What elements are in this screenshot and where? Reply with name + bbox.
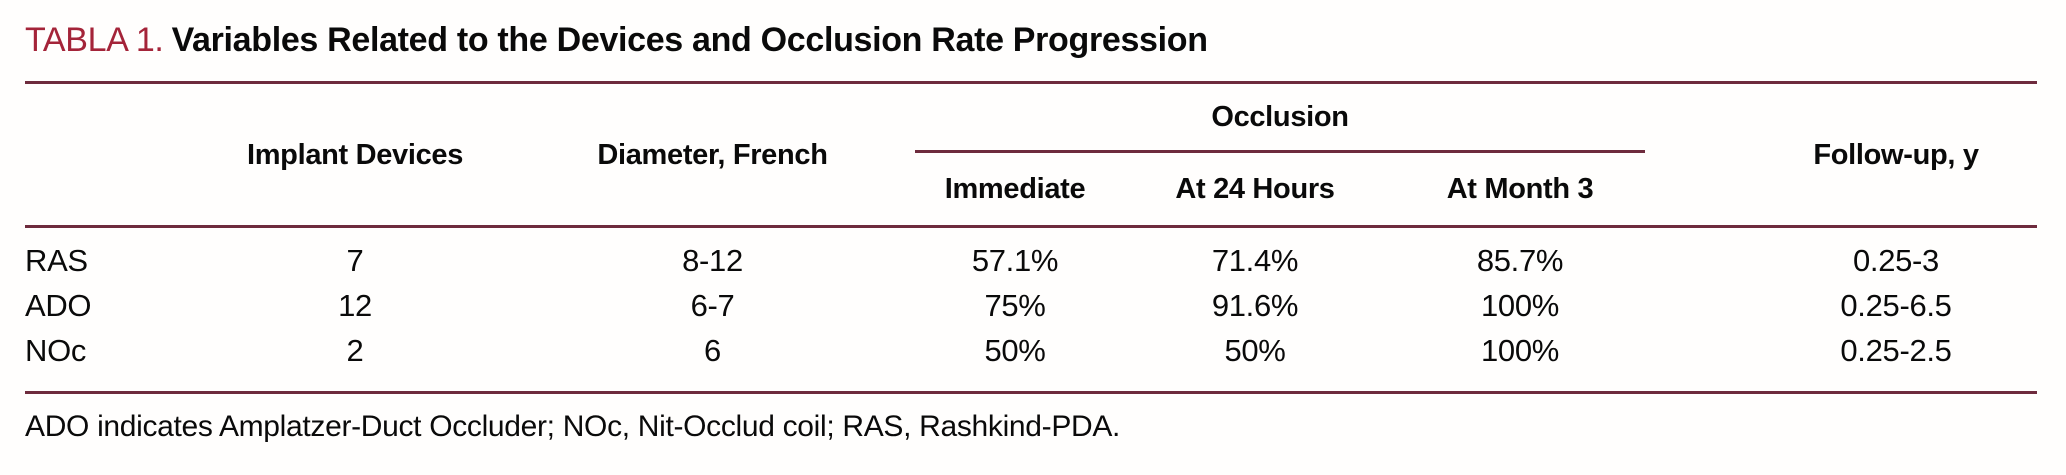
column-header-diameter-french: Diameter, French <box>597 138 828 171</box>
cell-occlusion-at-month-3: 100% <box>1480 332 1559 368</box>
header-spacer-cell <box>25 84 200 225</box>
table-title-text: Variables Related to the Devices and Occ… <box>171 21 1208 59</box>
table-header: Implant Devices Diameter, French Occlusi… <box>25 84 2037 228</box>
column-header-implant-devices: Implant Devices <box>246 138 463 171</box>
subheader-immediate: Immediate <box>944 173 1086 205</box>
subheader-at-month-3: At Month 3 <box>1446 173 1594 205</box>
cell-occlusion-immediate: 75% <box>984 287 1046 323</box>
table-title: TABLA 1. Variables Related to the Devices… <box>25 0 2037 84</box>
table-row-ado: ADO 12 6-7 75% 91.6% 100% 0.25-6.5 <box>25 283 2037 328</box>
cell-diameter-french: 8-12 <box>682 242 743 278</box>
table-row-noc: NOc 2 6 50% 50% 100% 0.25-2.5 <box>25 328 2037 373</box>
cell-diameter-french: 6 <box>704 332 721 368</box>
cell-device-name: ADO <box>25 287 92 323</box>
cell-device-name: NOc <box>25 332 87 368</box>
cell-implant-devices: 7 <box>346 242 364 278</box>
cell-followup: 0.25-2.5 <box>1840 332 1952 368</box>
cell-occlusion-at-24-hours: 71.4% <box>1211 242 1299 278</box>
table-row-ras: RAS 7 8-12 57.1% 71.4% 85.7% 0.25-3 <box>25 238 2037 283</box>
table-footnote: ADO indicates Amplatzer-Duct Occluder; N… <box>25 410 1121 443</box>
group-header-occlusion: Occlusion <box>915 84 1645 153</box>
cell-implant-devices: 12 <box>338 287 372 323</box>
cell-diameter-french: 6-7 <box>690 287 735 323</box>
table-content: TABLA 1. Variables Related to the Devices… <box>25 0 2037 445</box>
cell-occlusion-at-24-hours: 50% <box>1224 332 1286 368</box>
cell-followup: 0.25-6.5 <box>1840 287 1952 323</box>
table-body: RAS 7 8-12 57.1% 71.4% 85.7% 0.25-3 ADO … <box>25 228 2037 394</box>
cell-followup: 0.25-3 <box>1853 242 1939 278</box>
cell-occlusion-at-month-3: 100% <box>1480 287 1559 323</box>
subheader-at-24-hours: At 24 Hours <box>1175 173 1335 205</box>
cell-occlusion-at-24-hours: 91.6% <box>1211 287 1299 323</box>
cell-implant-devices: 2 <box>346 332 364 368</box>
cell-occlusion-immediate: 57.1% <box>971 242 1059 278</box>
cell-occlusion-at-month-3: 85.7% <box>1476 242 1564 278</box>
column-header-followup: Follow-up, y <box>1813 138 1979 171</box>
table-number-label: TABLA 1. <box>25 21 164 59</box>
cell-device-name: RAS <box>25 242 88 278</box>
cell-occlusion-immediate: 50% <box>984 332 1046 368</box>
